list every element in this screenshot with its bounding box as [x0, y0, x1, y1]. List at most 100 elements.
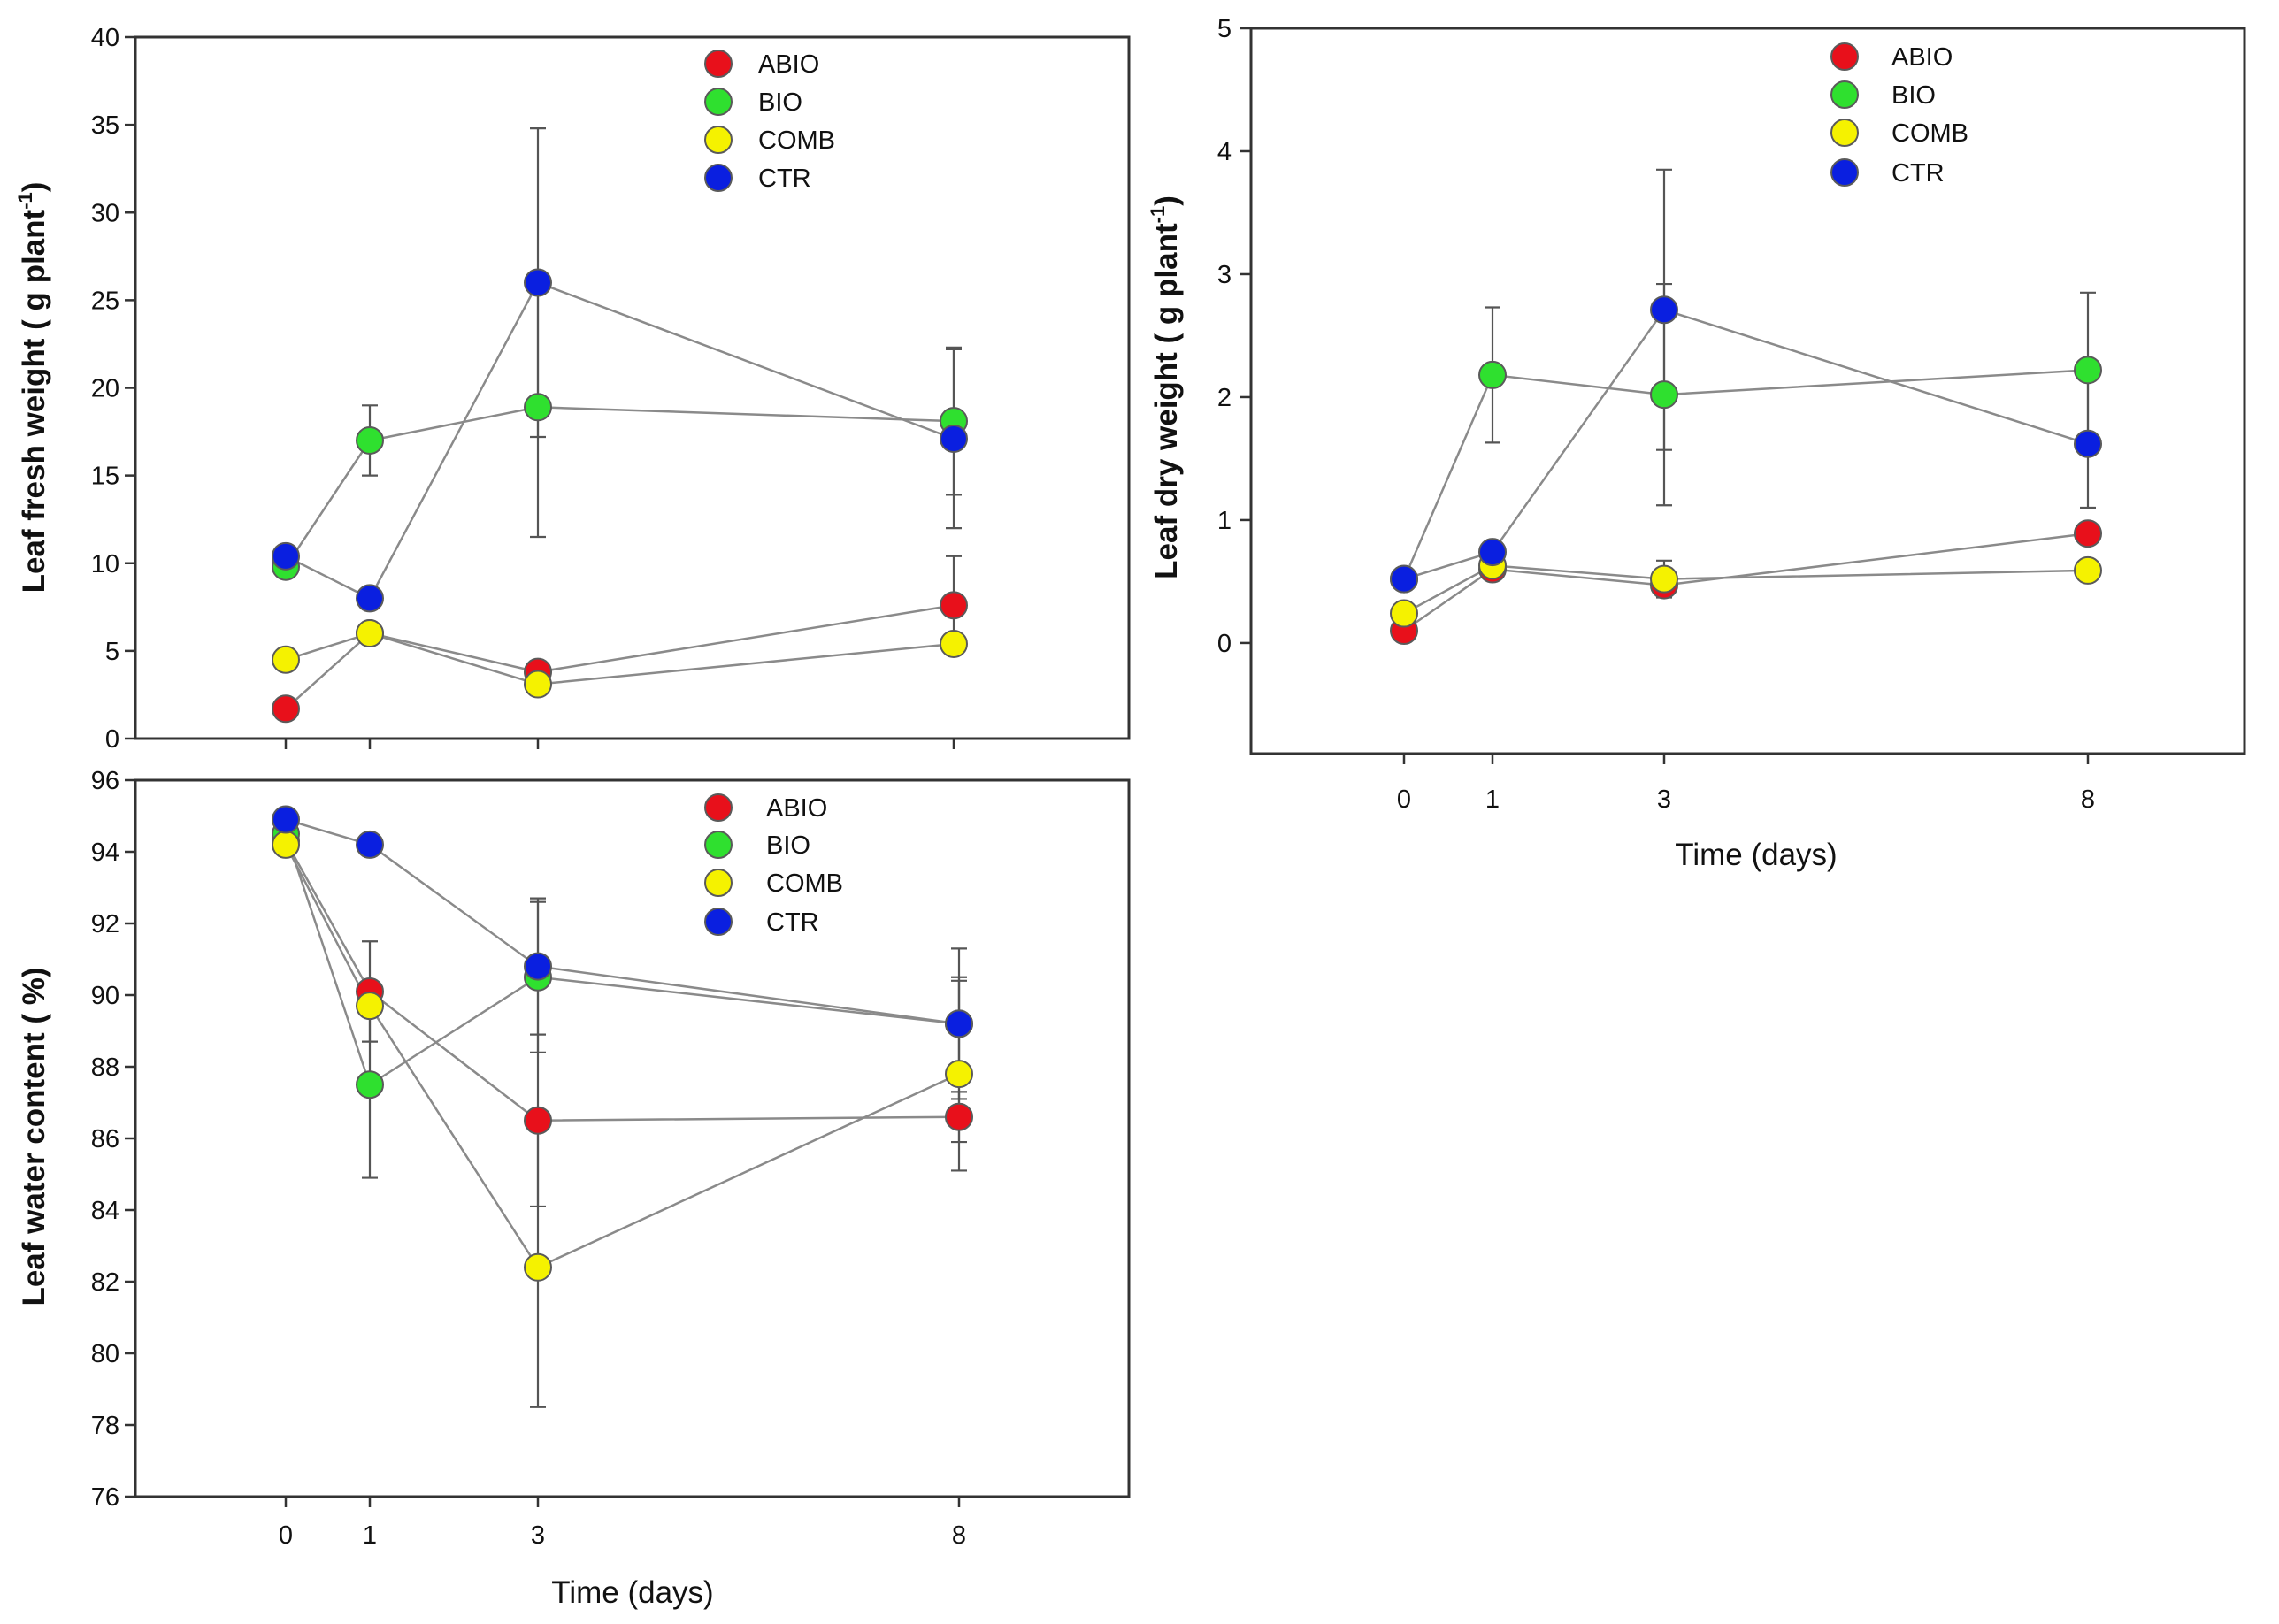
x-tick-label: 0 [279, 1521, 293, 1550]
data-point-comb [1650, 564, 1678, 594]
y-tick-label: 10 [91, 550, 119, 578]
legend-marker-ctr [704, 164, 733, 192]
series-line-layer [1402, 308, 2089, 632]
chart-panel-dry-weight: 0 1 2 3 4 5 0 1 3 8 ABIO BIO COMB CTR Leaf dry w… [1147, 15, 2246, 872]
series-line-comb [285, 632, 955, 686]
data-point-ctr [1390, 564, 1418, 594]
y-tick-label: 20 [91, 375, 119, 403]
y-tick-label: 4 [1217, 138, 1232, 166]
legend-label-comb: COMB [766, 869, 843, 898]
y-tick-label: 35 [91, 111, 119, 140]
series-line-bio [284, 833, 960, 1087]
x-axis-ticks [284, 739, 955, 749]
legend-marker-bio [704, 88, 733, 116]
legend-label-bio: BIO [1891, 81, 1936, 110]
y-tick-label: 3 [1217, 261, 1232, 289]
series-line-abio [284, 840, 960, 1122]
legend-label-abio: ABIO [758, 50, 819, 79]
y-axis-title: Leaf dry weight ( g plant-1) [1147, 195, 1184, 579]
series-line-bio [1402, 369, 2089, 580]
y-tick-label: 80 [91, 1340, 119, 1368]
legend-label-ctr: CTR [1891, 159, 1945, 188]
y-tick-label: 25 [91, 287, 119, 315]
x-axis-ticks: 0 1 3 8 [1397, 754, 2095, 814]
x-tick-label: 3 [1657, 785, 1671, 814]
data-point-comb [356, 619, 384, 648]
legend-marker-abio [1830, 42, 1859, 71]
y-tick-label: 96 [91, 767, 119, 795]
y-tick-label: 76 [91, 1483, 119, 1512]
x-tick-label: 0 [1397, 785, 1411, 814]
legend-marker-comb [704, 869, 733, 897]
plot-frame [1249, 27, 2246, 755]
series-line-abio [1403, 532, 2089, 632]
legend: ABIO BIO COMB CTR [1830, 42, 1968, 188]
data-point-ctr [272, 805, 300, 834]
y-axis-title-superscript: -1 [14, 192, 36, 210]
data-point-ctr [1478, 538, 1507, 567]
legend-marker-ctr [1830, 158, 1859, 187]
y-tick-label: 0 [1217, 630, 1232, 658]
data-point-ctr [2074, 429, 2102, 458]
y-tick-label: 92 [91, 910, 119, 938]
data-point-comb [2074, 555, 2102, 585]
x-axis-title: Time (days) [1675, 838, 1837, 872]
data-point-ctr [356, 584, 384, 613]
data-point-layer [1390, 295, 2102, 646]
data-point-ctr [524, 268, 552, 297]
data-point-abio [2074, 519, 2102, 548]
series-line-ctr [1403, 308, 2089, 580]
data-point-ctr [940, 424, 968, 453]
legend-marker-comb [1830, 119, 1859, 147]
legend-label-ctr: CTR [758, 165, 811, 193]
y-tick-label: 94 [91, 839, 119, 867]
data-point-comb [272, 645, 300, 674]
data-point-abio [945, 1102, 973, 1131]
data-point-ctr [272, 541, 300, 571]
data-point-bio [356, 1070, 384, 1099]
y-tick-label: 0 [105, 725, 119, 754]
data-point-bio [2074, 356, 2102, 385]
y-tick-label: 88 [91, 1053, 119, 1082]
data-point-layer [272, 805, 973, 1282]
data-point-abio [524, 1106, 552, 1135]
data-point-layer [272, 268, 968, 724]
y-axis-ticks: 0 5 10 15 20 25 30 35 40 [91, 24, 135, 754]
data-point-bio [524, 393, 552, 422]
x-tick-label: 1 [363, 1521, 377, 1550]
legend: ABIO BIO COMB CTR [704, 50, 835, 193]
series-line-layer [284, 818, 960, 1269]
data-point-comb [356, 992, 384, 1021]
x-tick-label: 8 [952, 1521, 966, 1550]
data-point-comb [524, 670, 552, 699]
data-point-comb [945, 1060, 973, 1089]
legend-label-bio: BIO [766, 831, 810, 860]
data-point-abio [272, 694, 300, 724]
y-tick-label: 82 [91, 1268, 119, 1297]
y-tick-label: 5 [1217, 15, 1232, 43]
legend-marker-comb [704, 126, 733, 154]
legend-label-ctr: CTR [766, 908, 819, 937]
data-point-ctr [1650, 295, 1678, 325]
series-line-layer [284, 280, 955, 710]
legend-label-abio: ABIO [766, 794, 827, 823]
y-tick-label: 90 [91, 982, 119, 1010]
series-line-ctr [285, 818, 960, 1025]
series-line-comb [284, 844, 960, 1269]
data-point-ctr [356, 830, 384, 859]
legend-label-comb: COMB [1891, 119, 1968, 148]
data-point-comb [272, 830, 300, 859]
y-tick-label: 5 [105, 638, 119, 666]
x-tick-label: 1 [1485, 785, 1500, 814]
series-line-abio [285, 604, 955, 710]
legend-label-abio: ABIO [1891, 43, 1953, 72]
data-point-comb [1390, 599, 1418, 628]
y-axis-ticks: 0 1 2 3 4 5 [1217, 15, 1251, 658]
legend-marker-bio [704, 831, 733, 859]
data-point-bio [1478, 360, 1507, 389]
y-tick-label: 40 [91, 24, 119, 52]
series-line-ctr [285, 280, 955, 601]
data-point-ctr [524, 952, 552, 981]
legend-marker-abio [704, 793, 733, 822]
y-tick-label: 1 [1217, 507, 1232, 535]
